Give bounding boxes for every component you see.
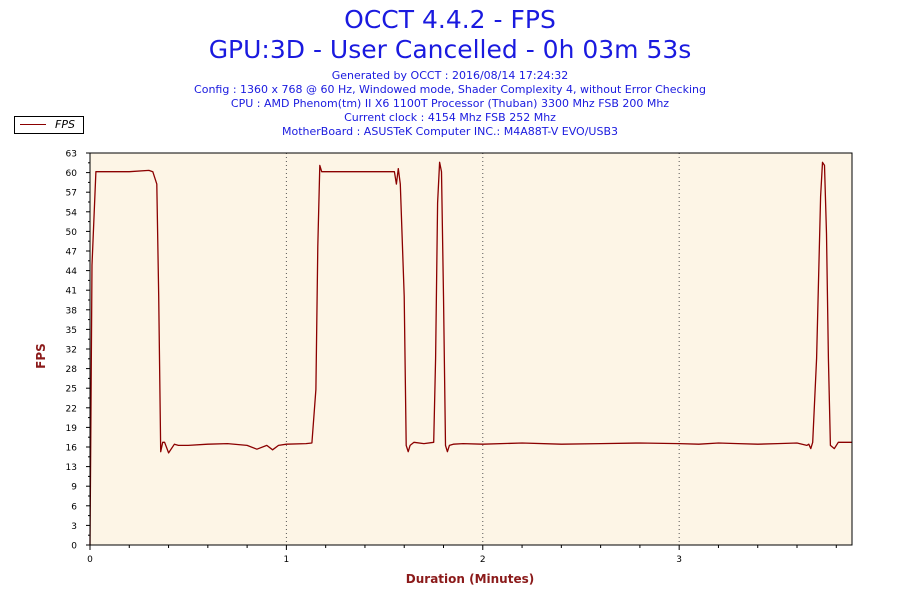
- legend-label: FPS: [55, 118, 75, 131]
- y-tick-label: 41: [66, 287, 77, 297]
- x-axis-label: Duration (Minutes): [405, 572, 535, 586]
- y-tick-label: 6: [71, 502, 77, 512]
- y-tick-label: 0: [71, 542, 77, 552]
- info-cpu: CPU : AMD Phenom(tm) II X6 1100T Process…: [230, 97, 670, 110]
- y-tick-label: 13: [66, 463, 77, 473]
- y-tick-label: 25: [66, 385, 77, 395]
- y-tick-label: 38: [66, 306, 78, 316]
- y-tick-label: 9: [71, 483, 77, 493]
- y-tick-label: 19: [66, 424, 78, 434]
- plot-area: [89, 152, 853, 546]
- plot-border: [89, 152, 853, 546]
- info-config: Config : 1360 x 768 @ 60 Hz, Windowed mo…: [194, 83, 706, 96]
- y-tick-label: 22: [66, 404, 77, 414]
- y-tick-label: 32: [66, 346, 77, 356]
- info-motherboard: MotherBoard : ASUSTeK Computer INC.: M4A…: [281, 125, 618, 138]
- y-tick-label: 44: [66, 267, 78, 277]
- y-tick-label: 54: [66, 208, 78, 218]
- legend-line-swatch: [20, 124, 46, 125]
- y-tick-label: 16: [66, 444, 78, 454]
- y-tick-label: 47: [66, 248, 77, 258]
- info-generated: Generated by OCCT : 2016/08/14 17:24:32: [331, 69, 569, 82]
- x-tick-label: 2: [480, 555, 486, 565]
- y-tick-label: 3: [71, 522, 77, 532]
- series-line-fps: [89, 161, 852, 546]
- y-tick-label: 63: [66, 150, 77, 160]
- y-tick-label: 35: [66, 326, 77, 336]
- legend: FPS: [14, 116, 84, 134]
- chart-title: OCCT 4.4.2 - FPS: [344, 5, 556, 34]
- info-clock: Current clock : 4154 Mhz FSB 252 Mhz: [344, 111, 556, 124]
- x-tick-label: 0: [87, 555, 93, 565]
- x-tick-label: 3: [676, 555, 682, 565]
- y-tick-label: 60: [66, 169, 78, 179]
- y-tick-label: 57: [66, 189, 77, 199]
- x-tick-label: 1: [284, 555, 290, 565]
- y-tick-label: 28: [66, 365, 78, 375]
- chart-subtitle: GPU:3D - User Cancelled - 0h 03m 53s: [208, 35, 692, 64]
- y-tick-label: 50: [66, 228, 78, 238]
